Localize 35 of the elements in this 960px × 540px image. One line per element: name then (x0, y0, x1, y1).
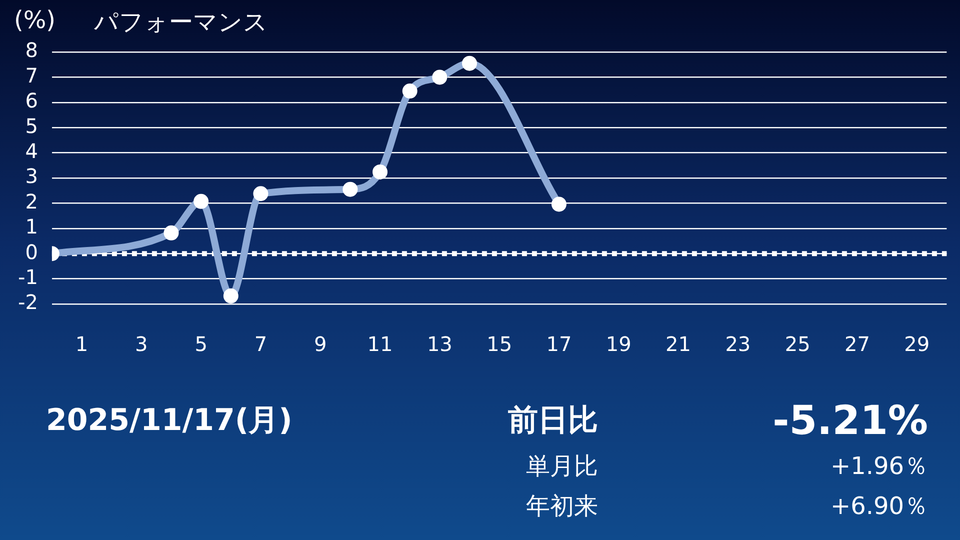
x-tick-label: 7 (254, 332, 268, 356)
text: 前日比 (508, 402, 598, 440)
y-tick-label: 6 (25, 88, 38, 113)
x-tick-label: 25 (784, 332, 810, 356)
y-tick-label: 4 (25, 139, 38, 164)
x-tick-label: 3 (135, 332, 148, 356)
x-tick-label: 5 (194, 332, 208, 356)
y-tick-label: 8 (25, 38, 38, 62)
x-tick-label: 9 (314, 332, 327, 356)
y-tick-label: 7 (25, 63, 38, 88)
x-tick-label: 13 (426, 332, 452, 356)
x-tick-label: 23 (725, 332, 751, 356)
y-tick-label: 2 (25, 189, 38, 214)
text: +1.96％ (830, 451, 928, 482)
x-tick-label: 27 (844, 332, 870, 356)
y-tick-label: -1 (18, 265, 38, 290)
x-tick-label: 1 (75, 332, 88, 356)
text: +6.90％ (830, 491, 928, 522)
x-tick-label: 15 (486, 332, 512, 356)
x-tick-label: 21 (666, 332, 691, 356)
y-tick-label: -2 (18, 290, 38, 314)
y-tick-label: 0 (25, 240, 38, 264)
x-tick-label: 17 (546, 332, 572, 356)
text: -5.21% (772, 398, 928, 444)
x-tick-label: 11 (367, 332, 393, 356)
y-tick-label: 1 (25, 214, 38, 239)
text: 年初来 (526, 491, 598, 522)
x-tick-label: 29 (904, 332, 930, 356)
y-tick-label: 3 (25, 164, 38, 188)
y-tick-label: 5 (25, 114, 38, 138)
text: 2025/11/17(月) (46, 402, 292, 440)
x-tick-label: 19 (606, 332, 632, 356)
y-axis-title: (%) (14, 6, 56, 34)
chart-title: パフォーマンス (94, 7, 268, 38)
text: 単月比 (526, 451, 598, 482)
